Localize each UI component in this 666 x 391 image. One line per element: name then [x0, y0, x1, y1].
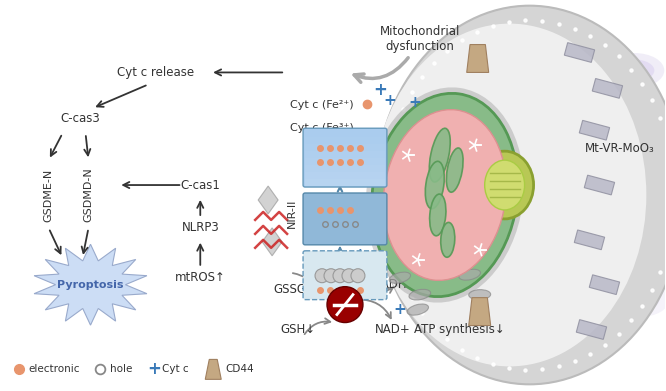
- Text: Mt-VR-MoO₃: Mt-VR-MoO₃: [585, 142, 654, 155]
- Ellipse shape: [372, 93, 517, 297]
- Ellipse shape: [469, 289, 491, 300]
- Ellipse shape: [366, 87, 523, 303]
- Ellipse shape: [619, 289, 659, 310]
- Text: C-cas3: C-cas3: [61, 112, 101, 125]
- Text: +: +: [374, 282, 386, 297]
- Ellipse shape: [384, 109, 506, 280]
- Text: electronic: electronic: [29, 364, 80, 374]
- Text: GSDME-N: GSDME-N: [43, 169, 53, 222]
- Ellipse shape: [605, 53, 664, 88]
- Text: NAD+: NAD+: [375, 323, 411, 336]
- Ellipse shape: [409, 289, 430, 300]
- FancyBboxPatch shape: [305, 165, 385, 172]
- Polygon shape: [469, 298, 491, 326]
- Text: Pyroptosis: Pyroptosis: [57, 280, 124, 290]
- Text: mtROS↑: mtROS↑: [175, 271, 226, 284]
- Ellipse shape: [407, 305, 429, 315]
- Polygon shape: [34, 244, 147, 325]
- Polygon shape: [469, 171, 491, 199]
- Ellipse shape: [441, 222, 455, 257]
- Polygon shape: [205, 359, 221, 379]
- Circle shape: [351, 269, 365, 283]
- Text: +: +: [354, 247, 366, 262]
- Ellipse shape: [430, 194, 446, 236]
- Text: Mitochondrial
dysfunction: Mitochondrial dysfunction: [380, 25, 460, 52]
- Circle shape: [324, 269, 338, 283]
- Text: GSSG: GSSG: [274, 283, 306, 296]
- Text: Cyt c: Cyt c: [163, 364, 189, 374]
- Polygon shape: [576, 320, 607, 339]
- Text: hole: hole: [111, 364, 133, 374]
- Ellipse shape: [485, 160, 525, 210]
- Ellipse shape: [389, 273, 411, 283]
- Polygon shape: [467, 45, 489, 72]
- Ellipse shape: [459, 270, 481, 280]
- Text: Cyt c (Fe²⁺): Cyt c (Fe²⁺): [290, 100, 354, 110]
- Text: NIR-II: NIR-II: [287, 198, 297, 228]
- Text: +: +: [147, 361, 161, 378]
- FancyBboxPatch shape: [303, 251, 387, 300]
- Ellipse shape: [375, 6, 666, 384]
- Text: +: +: [373, 81, 387, 99]
- Ellipse shape: [373, 23, 646, 366]
- FancyBboxPatch shape: [305, 179, 385, 186]
- Text: Cyt c (Fe³⁺): Cyt c (Fe³⁺): [290, 123, 354, 133]
- Ellipse shape: [446, 148, 463, 192]
- FancyBboxPatch shape: [303, 128, 387, 187]
- Text: +: +: [394, 302, 406, 317]
- FancyBboxPatch shape: [305, 158, 385, 165]
- Circle shape: [342, 269, 356, 283]
- Polygon shape: [579, 120, 609, 140]
- Text: Cyt c release: Cyt c release: [117, 66, 194, 79]
- Ellipse shape: [609, 282, 666, 317]
- FancyBboxPatch shape: [303, 193, 387, 245]
- FancyBboxPatch shape: [305, 151, 385, 158]
- Polygon shape: [592, 79, 623, 98]
- Polygon shape: [584, 175, 615, 195]
- Ellipse shape: [615, 59, 654, 81]
- Text: ATP synthesis↓: ATP synthesis↓: [414, 323, 505, 336]
- Circle shape: [333, 269, 347, 283]
- Text: GSDMD-N: GSDMD-N: [83, 168, 93, 222]
- Text: CD44: CD44: [225, 364, 254, 374]
- Text: C-cas1: C-cas1: [180, 179, 220, 192]
- Text: GSH↓: GSH↓: [280, 323, 316, 336]
- Ellipse shape: [426, 161, 444, 209]
- Polygon shape: [262, 228, 282, 256]
- Ellipse shape: [619, 138, 666, 172]
- Text: NLRP3: NLRP3: [181, 221, 219, 234]
- FancyBboxPatch shape: [305, 172, 385, 179]
- Text: +: +: [384, 93, 396, 108]
- Polygon shape: [564, 43, 595, 63]
- Circle shape: [327, 287, 363, 323]
- Text: +: +: [408, 95, 421, 110]
- Polygon shape: [574, 230, 605, 250]
- Text: NADH↓: NADH↓: [372, 278, 417, 291]
- Polygon shape: [258, 186, 278, 214]
- Polygon shape: [589, 275, 619, 294]
- Ellipse shape: [476, 151, 533, 219]
- Ellipse shape: [629, 144, 666, 166]
- Circle shape: [315, 269, 329, 283]
- Ellipse shape: [430, 128, 450, 182]
